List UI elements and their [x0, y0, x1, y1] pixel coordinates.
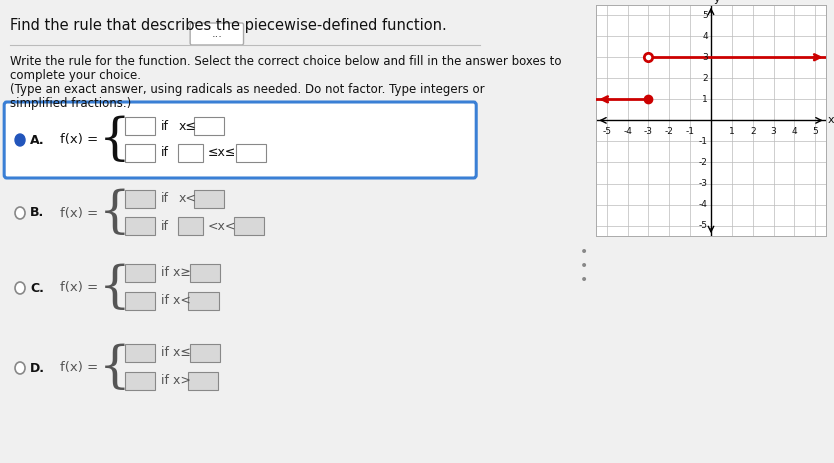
- Text: Write the rule for the function. Select the correct choice below and fill in the: Write the rule for the function. Select …: [10, 55, 561, 68]
- Circle shape: [15, 207, 25, 219]
- FancyBboxPatch shape: [125, 144, 155, 162]
- Text: {: {: [99, 343, 131, 393]
- Text: 2: 2: [702, 74, 708, 83]
- Text: B.: B.: [30, 206, 44, 219]
- Text: C.: C.: [30, 282, 44, 294]
- FancyBboxPatch shape: [4, 102, 476, 178]
- FancyBboxPatch shape: [125, 264, 155, 282]
- Text: {: {: [99, 188, 131, 238]
- FancyBboxPatch shape: [234, 217, 264, 235]
- Text: -2: -2: [699, 158, 708, 167]
- Text: if: if: [161, 146, 169, 159]
- FancyBboxPatch shape: [125, 190, 155, 208]
- Text: A.: A.: [30, 133, 45, 146]
- Text: simplified fractions.): simplified fractions.): [10, 97, 131, 110]
- Text: -2: -2: [665, 127, 674, 136]
- FancyBboxPatch shape: [190, 264, 220, 282]
- Text: 1: 1: [702, 95, 708, 104]
- FancyBboxPatch shape: [236, 144, 266, 162]
- FancyBboxPatch shape: [125, 217, 155, 235]
- Text: {: {: [99, 115, 131, 165]
- FancyBboxPatch shape: [178, 144, 203, 162]
- Text: -1: -1: [686, 127, 695, 136]
- Circle shape: [15, 282, 25, 294]
- Text: x<: x<: [178, 193, 196, 206]
- Text: Find the rule that describes the piecewise-defined function.: Find the rule that describes the piecewi…: [10, 18, 447, 33]
- Text: -4: -4: [699, 200, 708, 209]
- Text: x≤: x≤: [178, 119, 196, 132]
- Text: if x≤: if x≤: [161, 346, 191, 359]
- Text: -3: -3: [699, 179, 708, 188]
- Text: -3: -3: [644, 127, 653, 136]
- Text: •: •: [580, 273, 588, 287]
- Text: <x<: <x<: [208, 219, 236, 232]
- Text: 4: 4: [702, 31, 708, 41]
- FancyBboxPatch shape: [188, 292, 219, 310]
- Text: {: {: [99, 263, 131, 313]
- Text: f(x) =: f(x) =: [60, 362, 98, 375]
- Text: -5: -5: [602, 127, 611, 136]
- Text: f(x) =: f(x) =: [60, 133, 98, 146]
- FancyBboxPatch shape: [125, 117, 155, 135]
- Text: if: if: [161, 119, 169, 132]
- Text: 3: 3: [702, 53, 708, 62]
- Text: 2: 2: [750, 127, 756, 136]
- Text: •: •: [580, 245, 588, 259]
- FancyBboxPatch shape: [178, 217, 203, 235]
- FancyBboxPatch shape: [125, 292, 155, 310]
- Text: 3: 3: [771, 127, 776, 136]
- Text: D.: D.: [30, 362, 45, 375]
- FancyBboxPatch shape: [194, 190, 224, 208]
- FancyBboxPatch shape: [125, 344, 155, 362]
- Text: •: •: [580, 259, 588, 273]
- Text: 5: 5: [702, 11, 708, 19]
- Text: ≤x≤: ≤x≤: [208, 146, 236, 159]
- FancyBboxPatch shape: [190, 344, 220, 362]
- Text: if x>: if x>: [161, 375, 191, 388]
- Text: -5: -5: [699, 221, 708, 230]
- Text: y: y: [714, 0, 721, 4]
- Text: f(x) =: f(x) =: [60, 206, 98, 219]
- FancyBboxPatch shape: [194, 117, 224, 135]
- Text: ...: ...: [211, 29, 223, 39]
- Text: -1: -1: [699, 137, 708, 146]
- Text: 4: 4: [791, 127, 797, 136]
- Text: if x≥: if x≥: [161, 267, 191, 280]
- Text: if x<: if x<: [161, 294, 191, 307]
- Text: if: if: [161, 193, 169, 206]
- FancyBboxPatch shape: [188, 372, 218, 390]
- Text: f(x) =: f(x) =: [60, 282, 98, 294]
- Text: 1: 1: [729, 127, 735, 136]
- Text: 5: 5: [812, 127, 818, 136]
- Text: complete your choice.: complete your choice.: [10, 69, 141, 82]
- FancyBboxPatch shape: [190, 23, 244, 45]
- Text: (Type an exact answer, using radicals as needed. Do not factor. Type integers or: (Type an exact answer, using radicals as…: [10, 83, 485, 96]
- Circle shape: [15, 134, 25, 146]
- Text: x: x: [827, 115, 834, 125]
- Text: -4: -4: [623, 127, 632, 136]
- Text: if: if: [161, 219, 169, 232]
- Circle shape: [15, 362, 25, 374]
- FancyBboxPatch shape: [125, 372, 155, 390]
